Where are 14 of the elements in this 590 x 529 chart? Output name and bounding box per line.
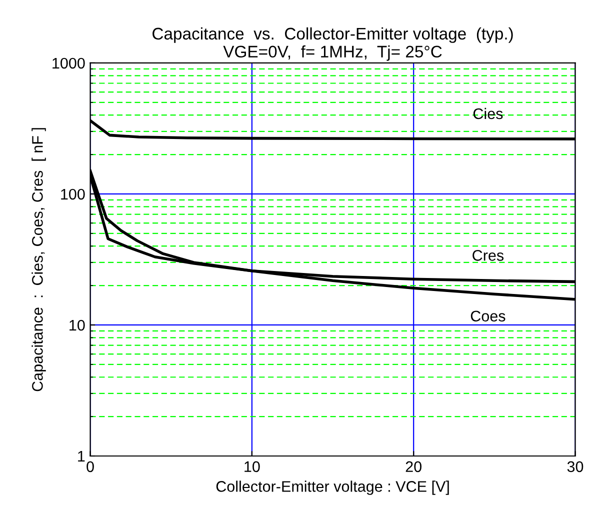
x-axis-title: Collector-Emitter voltage : VCE [V]	[216, 480, 449, 495]
x-tick-label: 20	[406, 461, 422, 472]
x-tick-label: 10	[244, 461, 260, 472]
y-tick-label: 10	[70, 320, 85, 331]
y-tick-label: 100	[61, 188, 85, 200]
series-label: Cres	[472, 250, 504, 261]
y-tick-label: 1	[78, 451, 85, 462]
y-axis-title: Capacitance : Cies, Coes, Cres [ nF ]	[32, 128, 46, 392]
x-tick-label: 30	[567, 461, 584, 472]
x-tick-label: 0	[86, 461, 94, 472]
chart-title: Capacitance vs. Collector-Emitter voltage (typ.)	[152, 27, 513, 43]
chart-subtitle: VGE=0V, f= 1MHz, Tj= 25°C	[223, 45, 442, 61]
y-tick-label: 1000	[52, 58, 85, 69]
series-label: Coes	[470, 310, 506, 322]
